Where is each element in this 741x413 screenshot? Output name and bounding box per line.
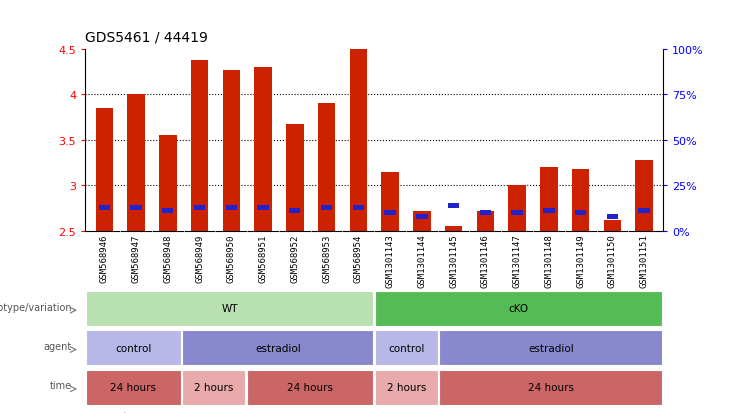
- Text: control: control: [388, 343, 425, 353]
- Text: ■ count: ■ count: [85, 411, 127, 413]
- Text: GSM1301146: GSM1301146: [481, 234, 490, 288]
- Text: GSM1301147: GSM1301147: [513, 234, 522, 288]
- Bar: [257, 205, 269, 210]
- Text: GSM568952: GSM568952: [290, 234, 299, 282]
- Bar: [543, 209, 554, 214]
- Bar: [286, 125, 304, 231]
- Text: estradiol: estradiol: [528, 343, 574, 353]
- Text: GSM568949: GSM568949: [195, 234, 204, 282]
- Text: GSM1301151: GSM1301151: [639, 234, 648, 288]
- Text: 24 hours: 24 hours: [528, 382, 574, 392]
- Bar: [318, 104, 335, 231]
- Text: GSM1301143: GSM1301143: [385, 234, 395, 288]
- Text: genotype/variation: genotype/variation: [0, 302, 72, 312]
- Text: cKO: cKO: [508, 304, 529, 314]
- Text: 2 hours: 2 hours: [387, 382, 426, 392]
- Text: GDS5461 / 44419: GDS5461 / 44419: [85, 30, 208, 44]
- Bar: [604, 221, 621, 231]
- Text: GSM1301144: GSM1301144: [417, 234, 426, 288]
- Bar: [254, 68, 272, 231]
- Text: 24 hours: 24 hours: [110, 382, 156, 392]
- Text: GSM568954: GSM568954: [353, 234, 363, 282]
- Text: GSM1301148: GSM1301148: [545, 234, 554, 288]
- Text: GSM568946: GSM568946: [100, 234, 109, 282]
- Bar: [445, 227, 462, 231]
- Bar: [353, 205, 364, 210]
- Bar: [159, 136, 176, 231]
- Text: GSM568948: GSM568948: [163, 234, 173, 282]
- Bar: [162, 209, 173, 214]
- Text: GSM1301145: GSM1301145: [449, 234, 458, 288]
- Bar: [321, 205, 332, 210]
- Bar: [289, 209, 301, 214]
- Text: GSM1301150: GSM1301150: [608, 234, 617, 288]
- Bar: [511, 211, 523, 216]
- Bar: [382, 172, 399, 231]
- Bar: [225, 205, 237, 210]
- Bar: [96, 109, 113, 231]
- Text: GSM568950: GSM568950: [227, 234, 236, 282]
- Bar: [448, 203, 459, 209]
- Bar: [130, 205, 142, 210]
- Bar: [575, 211, 586, 216]
- Bar: [639, 209, 650, 214]
- Bar: [222, 71, 240, 231]
- Bar: [636, 160, 653, 231]
- Text: agent: agent: [44, 341, 72, 351]
- Bar: [191, 60, 208, 231]
- Bar: [476, 211, 494, 231]
- Bar: [127, 95, 144, 231]
- Bar: [416, 214, 428, 219]
- Text: estradiol: estradiol: [255, 343, 301, 353]
- Bar: [540, 168, 557, 231]
- Text: GSM568953: GSM568953: [322, 234, 331, 282]
- Text: WT: WT: [222, 304, 238, 314]
- Bar: [350, 50, 367, 231]
- Text: control: control: [115, 343, 152, 353]
- Bar: [572, 169, 589, 231]
- Text: GSM568951: GSM568951: [259, 234, 268, 282]
- Text: 24 hours: 24 hours: [287, 382, 333, 392]
- Bar: [607, 214, 618, 219]
- Bar: [479, 211, 491, 216]
- Text: 2 hours: 2 hours: [194, 382, 233, 392]
- Bar: [385, 211, 396, 216]
- Bar: [508, 186, 526, 231]
- Bar: [99, 205, 110, 210]
- Text: time: time: [50, 380, 72, 390]
- Bar: [194, 205, 205, 210]
- Text: GSM1301149: GSM1301149: [576, 234, 585, 288]
- Text: GSM568947: GSM568947: [131, 234, 141, 282]
- Bar: [413, 211, 431, 231]
